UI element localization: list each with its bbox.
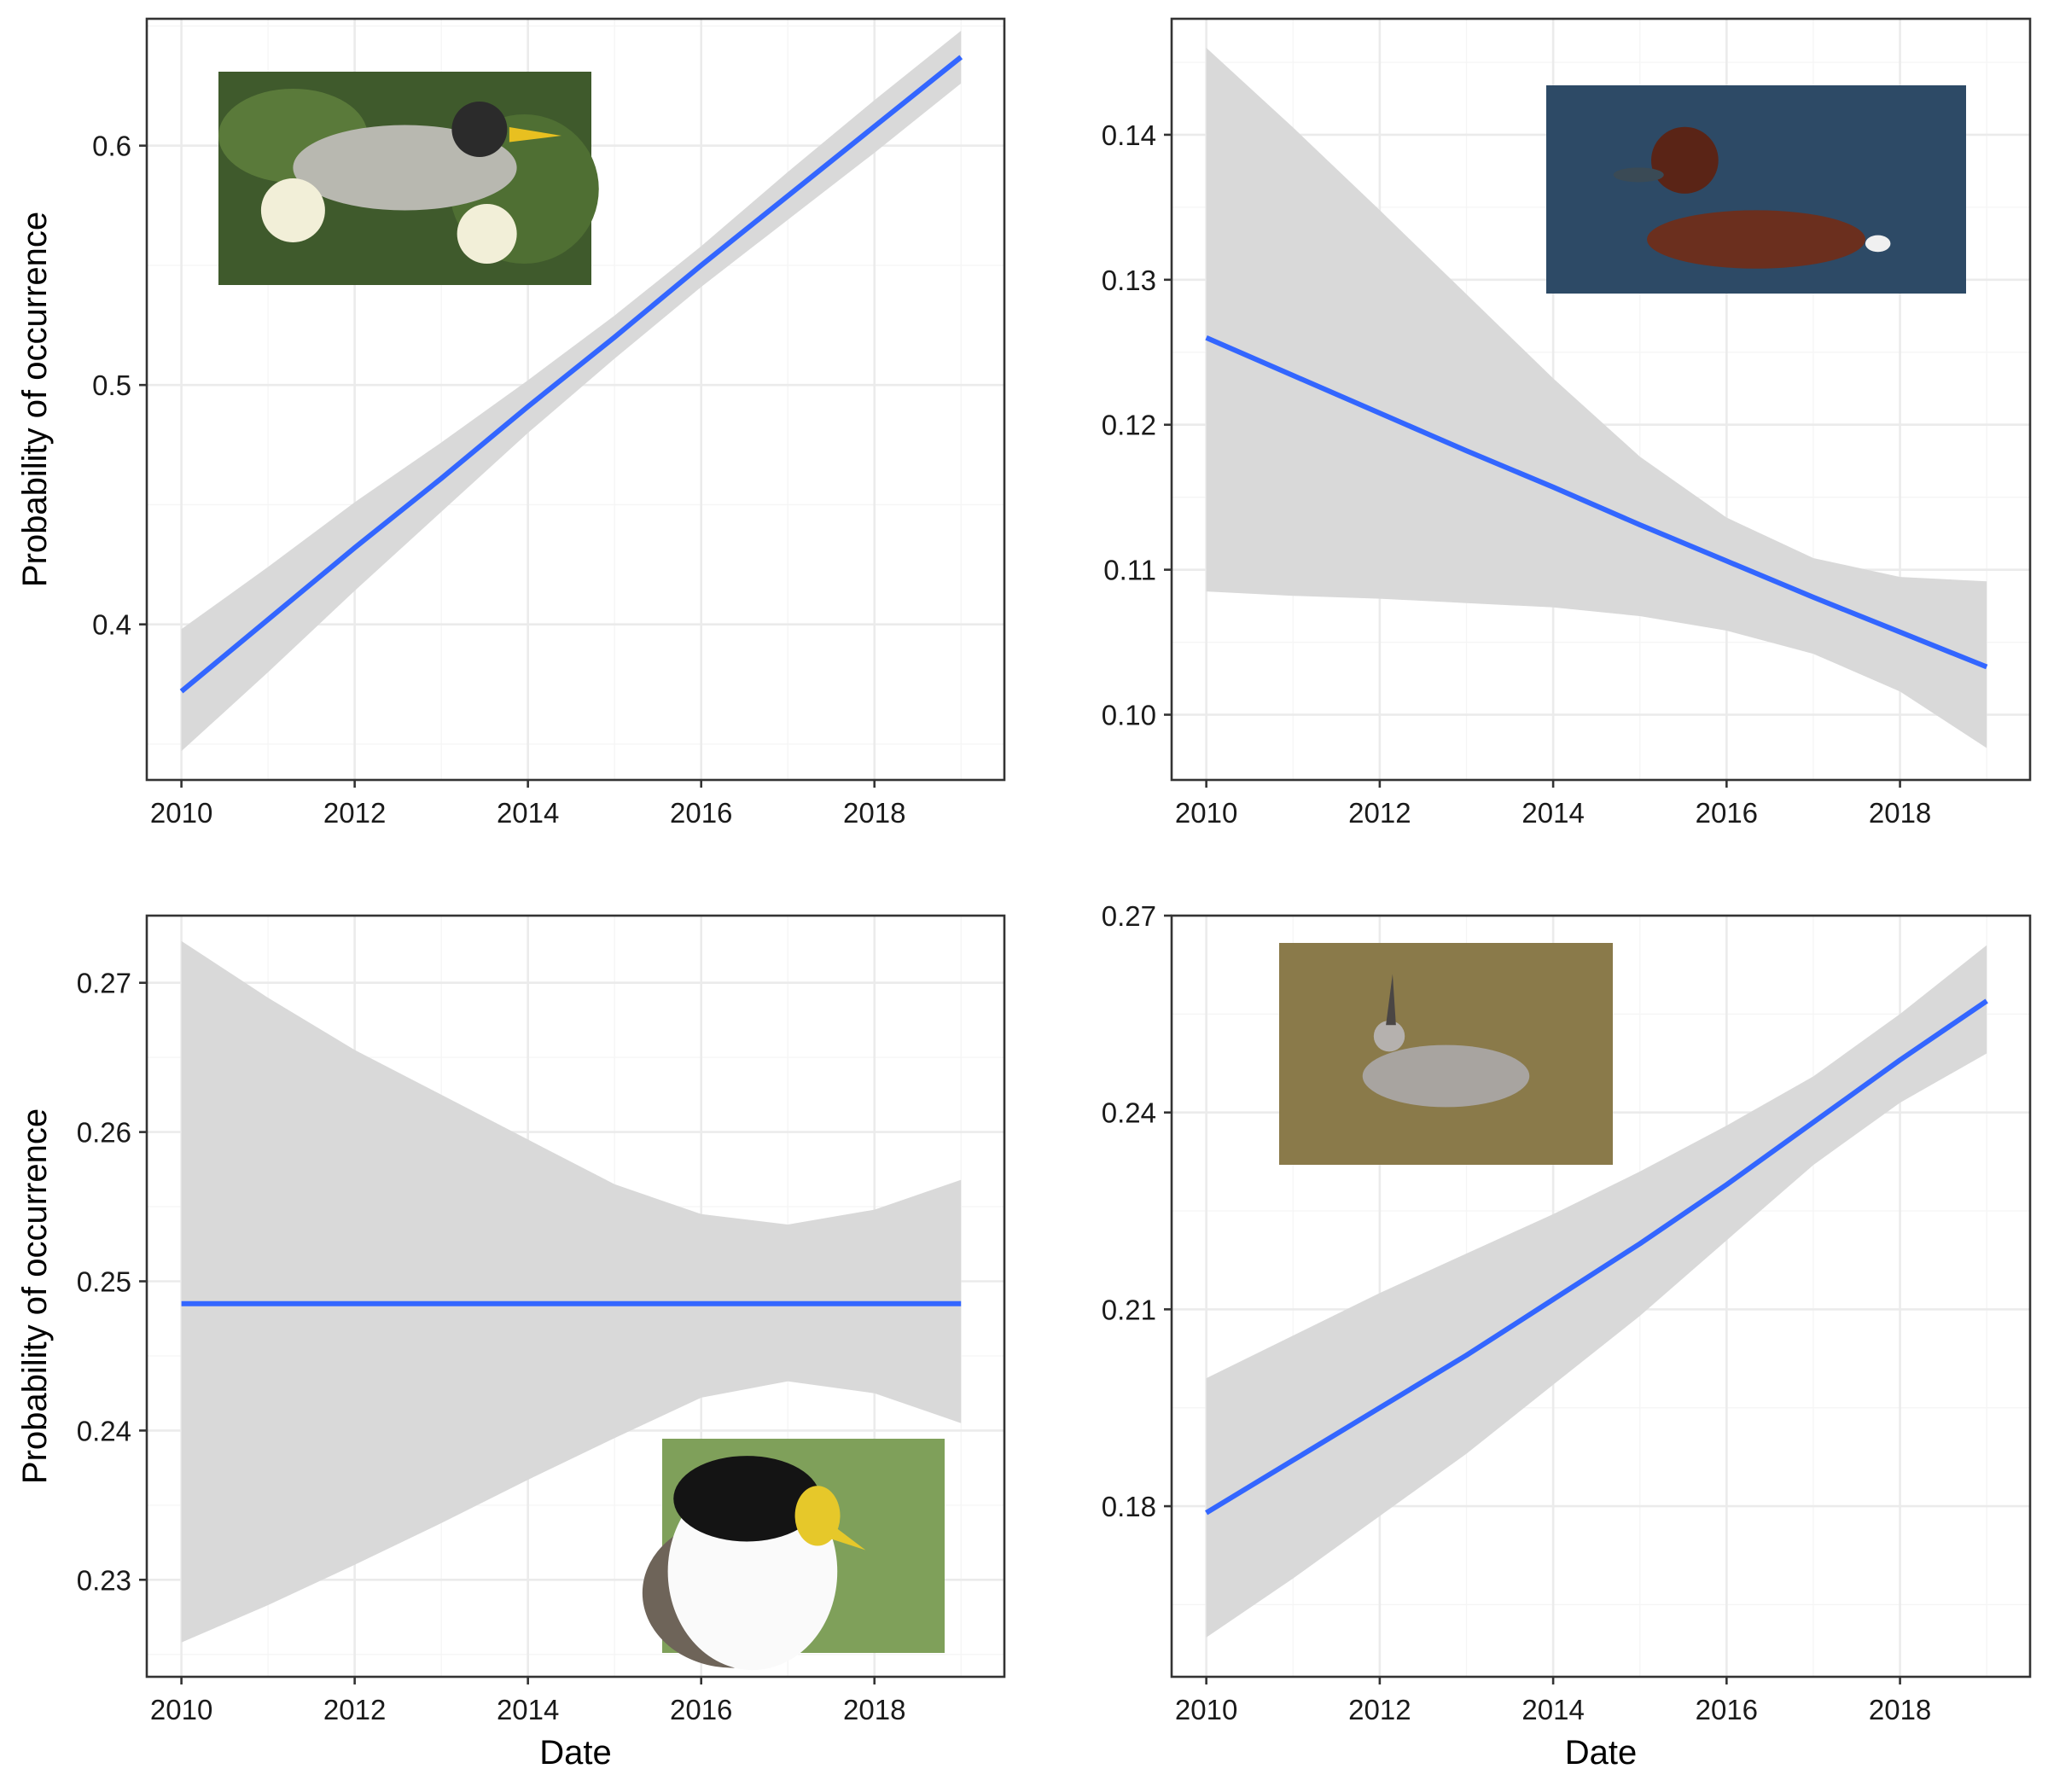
blossom [457, 204, 517, 264]
bird-beak [509, 127, 562, 143]
trend-line [1205, 335, 1988, 670]
crested-pigeon-photo [1279, 943, 1613, 1165]
x-tick-label: 2012 [323, 1694, 386, 1725]
panel-top-right: 2010 2012 2014 2016 2018 0.10 0.11 0.12 0.13 0.14 [1102, 17, 2032, 829]
x-tick-label: 2014 [497, 1694, 559, 1725]
trend-line [179, 55, 963, 694]
duck-bill [1613, 167, 1664, 183]
panel-top-left: 2010 2012 2014 2016 2018 0.4 0.5 0.6 Probability… [16, 17, 1006, 829]
x-tick-label: 2010 [1175, 1694, 1237, 1725]
confidence-ribbon [1206, 945, 1987, 1638]
y-tick-label: 0.23 [77, 1564, 131, 1596]
y-tick-label: 0.18 [1102, 1491, 1156, 1522]
x-tick-label: 2014 [497, 797, 559, 829]
duck-body [1647, 210, 1865, 269]
confidence-ribbon [181, 940, 962, 1643]
y-tick-label: 0.13 [1102, 265, 1156, 296]
y-tick-label: 0.27 [77, 968, 131, 999]
pigeon-head [1373, 1021, 1405, 1052]
y-tick-label: 0.11 [1103, 555, 1156, 586]
panel-bottom-left: 2010 2012 2014 2016 2018 0.23 0.24 0.25 0.26 0.27… [16, 914, 1006, 1772]
x-tick-label: 2016 [1696, 797, 1758, 829]
confidence-ribbon [1206, 48, 1987, 748]
x-tick-label: 2010 [1175, 797, 1237, 829]
y-tick-label: 0.24 [1102, 1097, 1156, 1129]
y-axis-title: Probability of occurrence [16, 1108, 54, 1484]
x-tick-label: 2016 [1696, 1694, 1758, 1725]
panels: 2010 2012 2014 2016 2018 0.4 0.5 0.6 Probability… [16, 17, 2032, 1772]
y-tick-label: 0.21 [1102, 1294, 1156, 1325]
panel-border [145, 17, 1006, 782]
x-tick-label: 2014 [1521, 1694, 1584, 1725]
x-tick-label: 2012 [1348, 797, 1411, 829]
panel-border [1170, 17, 2032, 782]
y-tick-label: 0.26 [77, 1117, 131, 1149]
x-tick-label: 2016 [670, 797, 732, 829]
panel-border [1170, 914, 2032, 1679]
pigeon-body [1362, 1044, 1530, 1108]
x-tick-label: 2016 [670, 1694, 732, 1725]
y-axis-title: Probability of occurrence [16, 212, 54, 587]
x-tick-label: 2018 [843, 1694, 905, 1725]
y-tick-label: 0.25 [77, 1266, 131, 1298]
y-tick-label: 0.27 [1102, 900, 1156, 932]
x-axis-title: Date [539, 1734, 612, 1772]
trend-line [1205, 998, 1988, 1516]
y-tick-label: 0.12 [1102, 410, 1156, 441]
x-tick-label: 2014 [1521, 797, 1584, 829]
pigeon-crest [1386, 974, 1396, 1026]
bird-head [451, 102, 508, 157]
y-tick-label: 0.14 [1102, 119, 1156, 151]
y-tick-label: 0.10 [1102, 700, 1156, 731]
x-tick-label: 2010 [150, 797, 212, 829]
panel-bottom-right: 2010 2012 2014 2016 2018 0.18 0.21 0.24 0.27 Date [1102, 900, 2032, 1772]
x-tick-label: 2018 [1869, 797, 1931, 829]
x-tick-label: 2018 [843, 797, 905, 829]
blossom [260, 178, 325, 242]
y-tick-label: 0.6 [92, 131, 131, 162]
x-tick-label: 2010 [150, 1694, 212, 1725]
y-tick-label: 0.4 [92, 609, 131, 641]
masked-lapwing-photo [642, 1439, 945, 1671]
y-tick-label: 0.24 [77, 1415, 131, 1446]
x-tick-label: 2012 [1348, 1694, 1411, 1725]
noisy-miner-photo [218, 72, 599, 285]
duck-head [1651, 126, 1719, 194]
x-axis-title: Date [1565, 1734, 1638, 1772]
hardhead-duck-photo [1546, 85, 1966, 294]
x-tick-label: 2012 [323, 797, 386, 829]
bird-cap [673, 1456, 821, 1542]
x-tick-label: 2018 [1869, 1694, 1931, 1725]
y-tick-label: 0.5 [92, 369, 131, 401]
bird-beak [825, 1520, 866, 1551]
panel-border [145, 914, 1006, 1679]
duck-tail [1865, 235, 1891, 253]
